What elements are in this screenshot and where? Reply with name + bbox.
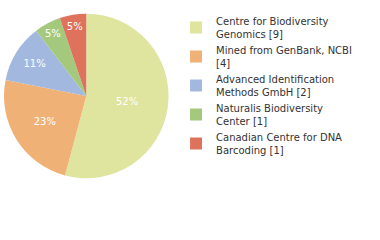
svg-text:52%: 52%: [116, 96, 138, 107]
svg-text:Centre for BiodiversityGenomic: Centre for BiodiversityGenomics [9]: [216, 16, 329, 40]
svg-text:Naturalis BiodiversityCenter [: Naturalis BiodiversityCenter [1]: [216, 103, 323, 127]
svg-text:5%: 5%: [67, 21, 83, 32]
svg-text:Canadian Centre for DNABarcodi: Canadian Centre for DNABarcoding [1]: [216, 132, 342, 156]
svg-text:Advanced IdentificationMethods: Advanced IdentificationMethods GmbH [2]: [216, 74, 334, 98]
svg-text:5%: 5%: [45, 28, 61, 39]
svg-text:Mined from GenBank, NCBI[4]: Mined from GenBank, NCBI[4]: [216, 45, 352, 69]
svg-text:23%: 23%: [34, 116, 56, 127]
svg-text:11%: 11%: [23, 58, 45, 69]
